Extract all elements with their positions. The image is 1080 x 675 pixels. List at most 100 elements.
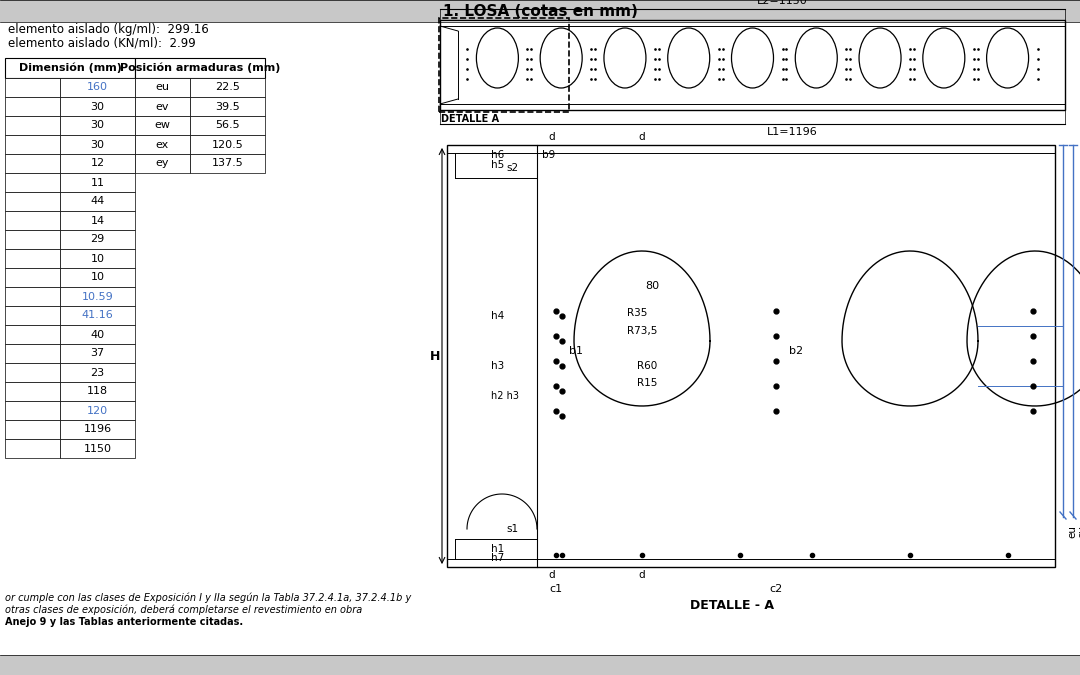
Text: 10.59: 10.59 <box>82 292 113 302</box>
Bar <box>5 58 135 78</box>
Text: 12: 12 <box>91 159 105 169</box>
Bar <box>60 268 135 287</box>
Bar <box>0 655 1080 675</box>
Bar <box>0 0 1080 22</box>
Text: 160: 160 <box>87 82 108 92</box>
Bar <box>60 78 135 97</box>
Bar <box>5 306 60 325</box>
Ellipse shape <box>731 28 773 88</box>
Text: h3: h3 <box>491 361 504 371</box>
Text: d: d <box>638 132 646 142</box>
Bar <box>60 439 135 458</box>
Bar <box>60 249 135 268</box>
Text: 37: 37 <box>91 348 105 358</box>
Text: elemento aislado (kg/ml):  299.16: elemento aislado (kg/ml): 299.16 <box>8 22 208 36</box>
Bar <box>5 97 60 116</box>
Bar <box>5 382 60 401</box>
Text: 10: 10 <box>91 273 105 283</box>
Text: eu: eu <box>156 82 170 92</box>
Text: Dimensión (mm): Dimensión (mm) <box>18 63 121 74</box>
Text: 56.5: 56.5 <box>215 121 240 130</box>
Text: 1196: 1196 <box>83 425 111 435</box>
Bar <box>5 439 60 458</box>
Text: 10: 10 <box>91 254 105 263</box>
Text: 29: 29 <box>91 234 105 244</box>
Text: b1: b1 <box>568 346 582 356</box>
Bar <box>135 154 190 173</box>
Ellipse shape <box>922 28 964 88</box>
Text: H: H <box>430 350 441 362</box>
Bar <box>438 18 568 112</box>
Text: 120: 120 <box>86 406 108 416</box>
Text: DETALLE - A: DETALLE - A <box>690 599 774 612</box>
Bar <box>5 249 60 268</box>
Bar <box>5 325 60 344</box>
Text: 1150: 1150 <box>83 443 111 454</box>
Bar <box>60 344 135 363</box>
Bar <box>190 78 265 97</box>
Bar <box>5 192 60 211</box>
Text: L2=1150: L2=1150 <box>757 0 808 6</box>
Text: h7: h7 <box>491 553 504 563</box>
Text: ev: ev <box>156 101 170 111</box>
Text: 137.5: 137.5 <box>212 159 243 169</box>
Text: ey: ey <box>156 159 170 169</box>
Bar <box>60 382 135 401</box>
Text: Posición armaduras (mm): Posición armaduras (mm) <box>120 63 280 74</box>
Text: L1=1196: L1=1196 <box>767 127 818 137</box>
Text: ex: ex <box>156 140 170 149</box>
Text: R73,5: R73,5 <box>627 326 658 336</box>
Text: c1: c1 <box>549 584 562 594</box>
Bar <box>5 78 60 97</box>
Text: Anejo 9 y las Tablas anteriormente citadas.: Anejo 9 y las Tablas anteriormente citad… <box>5 617 243 627</box>
Text: R60: R60 <box>637 361 658 371</box>
Text: h1: h1 <box>491 544 504 554</box>
Text: ev: ev <box>1077 526 1080 538</box>
Ellipse shape <box>476 28 518 88</box>
Text: 39.5: 39.5 <box>215 101 240 111</box>
Text: b2: b2 <box>788 346 804 356</box>
Bar <box>60 135 135 154</box>
Text: d: d <box>549 570 555 580</box>
Text: 30: 30 <box>91 121 105 130</box>
Text: h4: h4 <box>491 311 504 321</box>
Bar <box>190 154 265 173</box>
Text: 22.5: 22.5 <box>215 82 240 92</box>
Bar <box>190 116 265 135</box>
Text: 23: 23 <box>91 367 105 377</box>
Bar <box>5 116 60 135</box>
Text: h5: h5 <box>491 161 504 171</box>
Bar <box>190 135 265 154</box>
Bar <box>447 145 1055 567</box>
Text: 80: 80 <box>645 281 659 291</box>
Bar <box>5 344 60 363</box>
Ellipse shape <box>667 28 710 88</box>
Bar <box>135 58 265 78</box>
Text: 11: 11 <box>91 178 105 188</box>
Bar <box>135 116 190 135</box>
Text: 14: 14 <box>91 215 105 225</box>
Text: elemento aislado (KN/ml):  2.99: elemento aislado (KN/ml): 2.99 <box>8 36 195 49</box>
Text: R35: R35 <box>627 308 647 318</box>
Text: 41.16: 41.16 <box>82 310 113 321</box>
Bar <box>60 363 135 382</box>
Text: 120.5: 120.5 <box>212 140 243 149</box>
Bar <box>60 116 135 135</box>
Bar <box>60 420 135 439</box>
Text: 118: 118 <box>86 387 108 396</box>
Bar <box>60 306 135 325</box>
Text: 1. LOSA (cotas en mm): 1. LOSA (cotas en mm) <box>443 3 637 18</box>
Text: d: d <box>638 570 646 580</box>
Text: or cumple con las clases de Exposición I y IIa según la Tabla 37.2.4.1a, 37.2.4.: or cumple con las clases de Exposición I… <box>5 593 411 603</box>
Text: 30: 30 <box>91 140 105 149</box>
Ellipse shape <box>540 28 582 88</box>
Bar <box>60 211 135 230</box>
Text: R15: R15 <box>637 378 658 388</box>
Text: b9: b9 <box>542 150 555 160</box>
Bar <box>440 20 1065 110</box>
Text: d: d <box>549 132 555 142</box>
Text: 44: 44 <box>91 196 105 207</box>
Bar <box>60 401 135 420</box>
Bar <box>5 363 60 382</box>
Text: s2: s2 <box>505 163 518 173</box>
